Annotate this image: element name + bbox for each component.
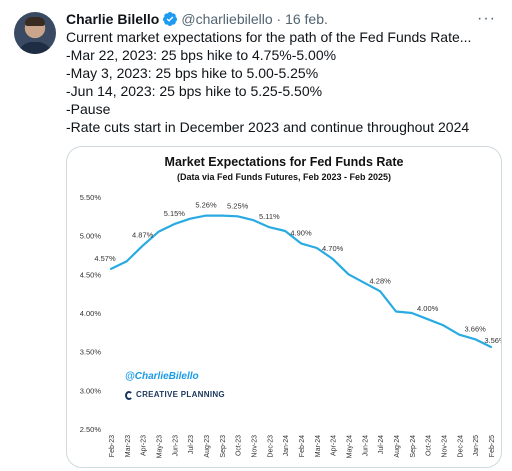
- x-tick-label: Sep-24: [410, 435, 417, 458]
- x-tick-label: Dec-24: [457, 435, 464, 458]
- data-label: 5.15%: [164, 209, 186, 218]
- y-tick-label: 4.00%: [80, 309, 102, 318]
- data-label: 4.90%: [290, 228, 312, 237]
- tweet-line: -Jun 14, 2023: 25 bps hike to 5.25-5.50%: [66, 83, 323, 99]
- data-label: 5.26%: [195, 201, 217, 210]
- tweet-media-chart[interactable]: 2.50% 3.00% 3.50% 4.00% 4.50% 5.00% 5.50% Feb-2…: [66, 146, 502, 468]
- separator-dot: ·: [276, 11, 282, 27]
- chart-title: Market Expectations for Fed Funds Rate: [164, 155, 404, 169]
- author-handle[interactable]: @charliebilello: [181, 11, 273, 27]
- x-tick-label: Oct-24: [426, 435, 433, 456]
- verified-badge-icon: [162, 11, 178, 30]
- y-tick-label: 5.00%: [80, 232, 102, 241]
- fed-funds-chart: 2.50% 3.00% 3.50% 4.00% 4.50% 5.00% 5.50% Feb-2…: [80, 193, 501, 458]
- avatar[interactable]: [14, 12, 56, 54]
- x-tick-label: Apr-23: [141, 435, 148, 456]
- x-tick-label: May-24: [347, 435, 354, 458]
- x-tick-label: Nov-24: [442, 435, 449, 458]
- data-label: 4.87%: [132, 231, 154, 240]
- x-tick-label: Dec-23: [267, 435, 274, 458]
- avatar-hair: [25, 17, 45, 26]
- x-tick-label: Apr-24: [331, 435, 338, 456]
- y-tick-label: 3.00%: [80, 386, 102, 395]
- tweet-line: -Pause: [66, 101, 111, 117]
- data-label: 4.00%: [417, 304, 439, 313]
- x-tick-label: Feb-25: [489, 435, 496, 457]
- x-tick-label: Mar-23: [125, 435, 132, 457]
- tweet-text: Current market expectations for the path…: [66, 28, 502, 136]
- x-tick-label: Jun-23: [172, 435, 179, 457]
- tweet-line: Current market expectations for the path…: [66, 29, 472, 45]
- x-tick-label: Feb-23: [109, 435, 116, 457]
- x-tick-label: Aug-23: [204, 435, 211, 458]
- x-tick-label: Sep-23: [220, 435, 227, 458]
- x-tick-label: Jan-25: [473, 435, 480, 457]
- tweet-line: -May 3, 2023: 25 bps hike to 5.00-5.25%: [66, 65, 319, 81]
- watermark-logo-text: CREATIVE PLANNING: [136, 390, 225, 399]
- tweet-line: -Mar 22, 2023: 25 bps hike to 4.75%-5.00…: [66, 47, 337, 63]
- chart-subtitle: (Data via Fed Funds Futures, Feb 2023 - …: [176, 172, 392, 182]
- series-line: [109, 214, 493, 349]
- x-tick-label: Nov-23: [252, 435, 259, 458]
- data-label: 3.66%: [465, 324, 487, 333]
- x-tick-label: May-23: [157, 435, 164, 458]
- data-label: 4.57%: [94, 254, 116, 263]
- tweet-line: -Rate cuts start in December 2023 and co…: [66, 119, 470, 135]
- x-tick-label: Jul-24: [378, 435, 385, 454]
- x-tick-label: Mar-24: [315, 435, 322, 457]
- tweet-date[interactable]: 16 feb.: [285, 11, 328, 27]
- x-tick-label: Jun-24: [362, 435, 369, 457]
- tweet-header: Charlie Bilello @charliebilello · 16 feb.: [66, 11, 472, 29]
- more-icon[interactable]: ···: [477, 10, 496, 27]
- data-label: 4.70%: [322, 244, 344, 253]
- author-name[interactable]: Charlie Bilello: [66, 11, 160, 27]
- watermark-logo: CREATIVE PLANNING: [125, 390, 225, 400]
- x-tick-label: Jan-24: [283, 435, 290, 457]
- watermark-handle: @CharlieBilello: [125, 371, 199, 382]
- data-label: 4.28%: [370, 276, 392, 285]
- y-tick-label: 5.50%: [80, 193, 102, 202]
- x-tick-label: Oct-23: [236, 435, 243, 456]
- y-tick-label: 2.50%: [80, 425, 102, 434]
- x-tick-label: Aug-24: [394, 435, 401, 458]
- y-tick-label: 4.50%: [80, 270, 102, 279]
- data-label: 3.56%: [484, 336, 501, 345]
- y-tick-label: 3.50%: [80, 348, 102, 357]
- data-label: 5.25%: [227, 201, 249, 210]
- x-tick-label: Feb-24: [299, 435, 306, 457]
- creative-planning-logo-icon: [125, 391, 133, 400]
- avatar-shirt: [18, 42, 52, 54]
- data-label: 5.11%: [259, 212, 280, 221]
- x-tick-label: Jul-23: [188, 435, 195, 454]
